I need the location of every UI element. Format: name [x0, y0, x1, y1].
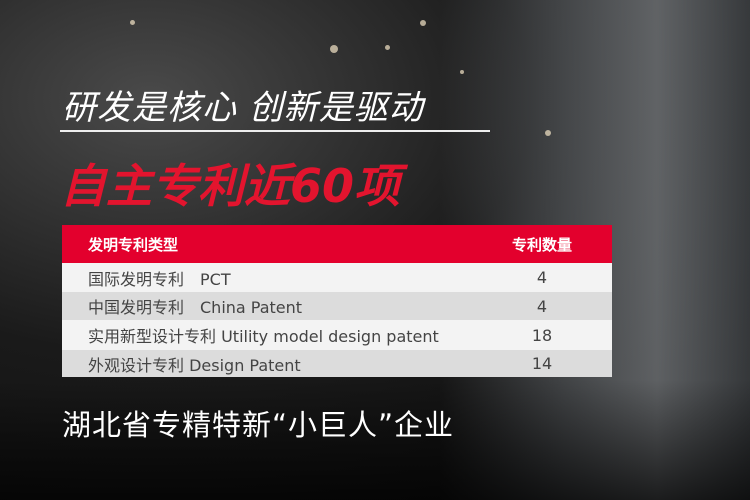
patent-count: 18 [531, 325, 553, 345]
patent-table: 发明专利类型 专利数量 国际发明专利 PCT 4 中国发明专利 China Pa… [62, 225, 612, 377]
patent-type: 国际发明专利 PCT [88, 269, 231, 289]
patent-count: 4 [536, 268, 548, 287]
footer-text: 湖北省专精特新“小巨人”企业 [62, 408, 455, 442]
table-header: 发明专利类型 专利数量 [62, 225, 612, 263]
header-count: 专利数量 [511, 235, 572, 254]
header-type: 发明专利类型 [88, 235, 179, 254]
table-row: 中国发明专利 China Patent 4 [62, 292, 612, 320]
patent-type: 中国发明专利 China Patent [88, 298, 303, 317]
table-row: 实用新型设计专利 Utility model design patent 18 [62, 320, 612, 350]
background-shade [0, 380, 750, 500]
patent-count: 14 [531, 354, 553, 373]
table-row: 外观设计专利 Design Patent 14 [62, 350, 612, 377]
patent-type: 外观设计专利 Design Patent [88, 355, 301, 375]
divider [60, 130, 490, 132]
patent-count: 4 [536, 296, 548, 316]
table-row: 国际发明专利 PCT 4 [62, 263, 612, 292]
slogan: 研发是核心 创新是驱动 [62, 88, 424, 128]
patent-type: 实用新型设计专利 Utility model design patent [88, 327, 439, 346]
headline: 自主专利近60项 [60, 159, 401, 213]
